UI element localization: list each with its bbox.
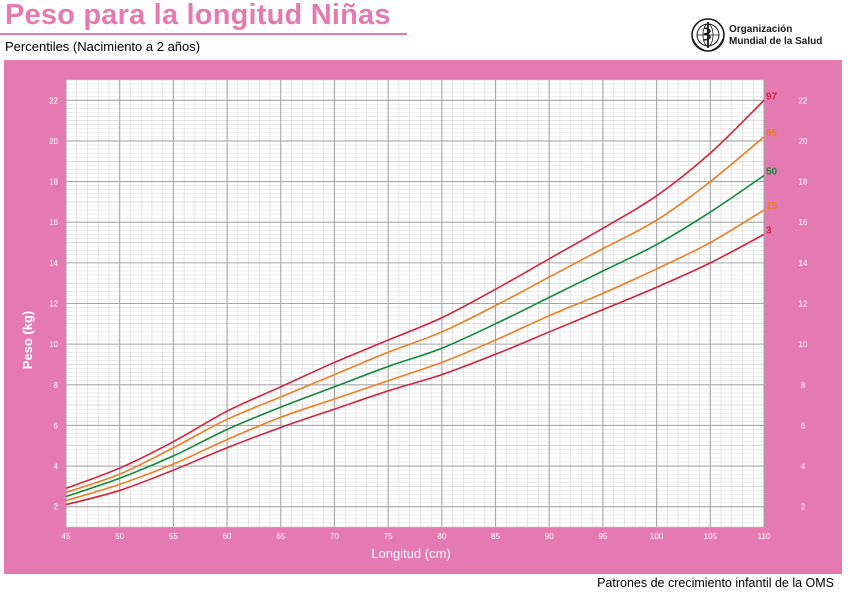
y-tick-label-left: 4 <box>54 462 59 471</box>
y-tick-label-right: 4 <box>801 462 806 471</box>
percentile-line-15 <box>65 209 765 502</box>
y-tick-label-left: 16 <box>49 218 58 227</box>
percentile-label-3: 3 <box>766 225 772 236</box>
y-tick-label-left: 20 <box>49 137 58 146</box>
y-tick-label-right: 20 <box>799 137 808 146</box>
x-tick-label: 75 <box>384 532 393 541</box>
y-tick-label-left: 8 <box>54 381 59 390</box>
x-tick-label: 105 <box>704 532 718 541</box>
y-tick-label-left: 18 <box>49 178 58 187</box>
x-tick-label: 60 <box>223 532 232 541</box>
percentile-line-3 <box>65 233 765 506</box>
y-axis-left: 2 4 6 8 10 12 14 16 18 20 22 <box>49 96 58 511</box>
percentile-line-85 <box>65 136 765 494</box>
y-tick-label-left: 2 <box>54 503 59 512</box>
who-emblem-icon <box>691 18 725 52</box>
x-tick-label: 50 <box>115 532 124 541</box>
y-tick-label-left: 14 <box>49 259 58 268</box>
page-subtitle: Percentiles (Nacimiento a 2 años) <box>5 39 201 54</box>
x-tick-label: 65 <box>276 532 285 541</box>
y-tick-label-right: 14 <box>799 259 808 268</box>
x-axis: 45 50 55 60 65 70 75 80 85 90 95 100 105 110 <box>62 532 771 541</box>
org-name-line2: Mundial de la Salud <box>729 36 823 47</box>
chart-panel: 2 4 6 8 10 12 14 16 18 20 22 2 4 6 8 10 12 14 16 18 20 22 45… <box>4 60 842 574</box>
page-title: Peso para la longitud Niñas <box>5 0 391 31</box>
x-tick-label: 85 <box>491 532 500 541</box>
x-tick-label: 100 <box>650 532 664 541</box>
x-tick-label: 95 <box>598 532 607 541</box>
percentile-line-50 <box>65 174 765 498</box>
series-layer <box>65 99 765 506</box>
percentile-label-15: 15 <box>766 201 778 212</box>
y-tick-label-right: 2 <box>801 503 806 512</box>
percentile-line-97 <box>65 99 765 490</box>
y-tick-label-right: 16 <box>799 218 808 227</box>
x-tick-label: 90 <box>545 532 554 541</box>
y-tick-label-left: 22 <box>49 96 58 105</box>
y-tick-label-right: 6 <box>801 421 806 430</box>
x-tick-label: 55 <box>169 532 178 541</box>
y-tick-label-left: 6 <box>54 421 59 430</box>
y-tick-label-right: 10 <box>799 340 808 349</box>
x-tick-label: 110 <box>758 532 771 541</box>
y-tick-label-right: 18 <box>799 178 808 187</box>
org-name-line1: Organización <box>729 24 793 35</box>
percentile-label-50: 50 <box>766 166 778 177</box>
y-tick-label-left: 10 <box>49 340 58 349</box>
y-tick-label-right: 22 <box>799 96 808 105</box>
x-tick-label: 80 <box>437 532 446 541</box>
series-labels: 3 15 50 85 97 <box>766 91 778 236</box>
y-axis-right: 2 4 6 8 10 12 14 16 18 20 22 <box>799 96 808 511</box>
y-tick-label-right: 12 <box>799 300 808 309</box>
percentile-label-97: 97 <box>766 91 778 102</box>
x-tick-label: 70 <box>330 532 339 541</box>
title-divider <box>0 33 407 35</box>
percentile-label-85: 85 <box>766 128 778 139</box>
y-axis-label: Peso (kg) <box>20 311 35 370</box>
y-tick-label-right: 8 <box>801 381 806 390</box>
organization-name: Organización Mundial de la Salud <box>729 24 822 48</box>
y-tick-label-left: 12 <box>49 300 58 309</box>
x-axis-label: Longitud (cm) <box>371 546 450 561</box>
x-tick-label: 45 <box>62 532 71 541</box>
footer-credit: Patrones de crecimiento infantil de la O… <box>597 576 834 590</box>
